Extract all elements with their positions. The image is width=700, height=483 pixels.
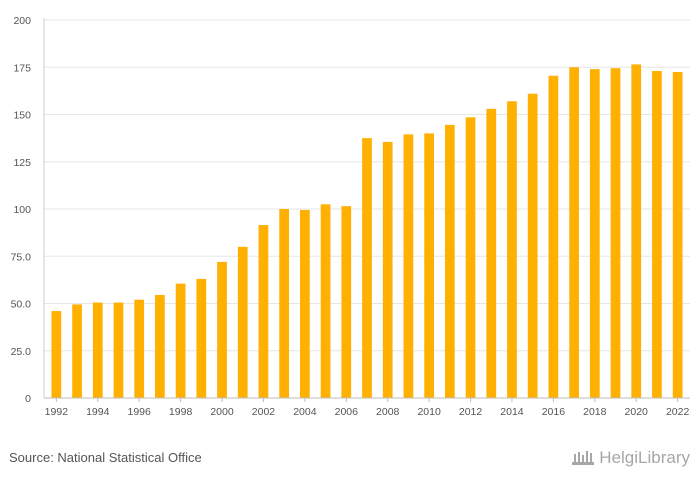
y-tick-label: 200	[13, 15, 31, 27]
x-tick-label: 2022	[666, 406, 690, 418]
bar	[113, 302, 124, 398]
bar	[134, 299, 145, 398]
bar	[155, 295, 165, 398]
bar	[465, 117, 476, 398]
bar	[589, 69, 600, 398]
bar	[175, 283, 186, 398]
bar	[382, 141, 393, 398]
x-tick-label: 2012	[459, 406, 483, 418]
source-note: Source: National Statistical Office	[9, 450, 202, 465]
axes	[43, 18, 690, 402]
y-tick-label: 75.0	[11, 251, 32, 263]
bar	[320, 204, 331, 398]
x-tick-label: 2018	[583, 406, 607, 418]
bar	[72, 304, 82, 398]
x-tick-label: 2020	[625, 406, 649, 418]
bar	[424, 133, 434, 398]
y-tick-label: 175	[13, 62, 31, 74]
x-tick-label: 2006	[335, 406, 359, 418]
x-tick-label: 2008	[376, 406, 400, 418]
bar	[403, 134, 414, 398]
bar	[92, 302, 103, 398]
bar	[279, 209, 290, 398]
bar	[444, 124, 455, 398]
bar	[362, 138, 372, 399]
bar	[610, 68, 621, 398]
x-tick-label: 1992	[45, 406, 69, 418]
bar	[51, 311, 62, 398]
bar	[258, 225, 269, 398]
bar	[569, 67, 579, 398]
bar	[486, 108, 497, 398]
bar	[631, 64, 642, 399]
bar	[217, 261, 227, 398]
bars	[51, 64, 683, 399]
y-tick-label: 50.0	[11, 299, 32, 311]
library-icon	[572, 451, 595, 465]
bar	[341, 206, 352, 398]
bar	[652, 71, 662, 398]
brand-logo: HelgiLibrary	[571, 448, 690, 468]
x-tick-label: 1996	[128, 406, 152, 418]
tick-labels: 0 25.0 50.0 75.0 100 125 150 175 200 1992 1994 1996…	[11, 15, 690, 418]
x-tick-label: 2004	[293, 406, 317, 418]
x-tick-label: 1998	[169, 406, 193, 418]
x-tick-label: 2000	[210, 406, 234, 418]
bar	[196, 278, 207, 398]
x-tick-label: 2016	[542, 406, 566, 418]
x-tick-label: 1994	[86, 406, 110, 418]
y-tick-label: 100	[13, 204, 31, 216]
bar	[507, 101, 517, 399]
y-tick-label: 150	[13, 110, 31, 122]
x-tick-label: 2010	[417, 406, 441, 418]
y-tick-label: 25.0	[11, 346, 32, 358]
bar	[548, 75, 559, 398]
bar	[672, 71, 683, 398]
bar	[527, 93, 538, 399]
y-tick-label: 0	[25, 393, 31, 405]
x-tick-label: 2014	[500, 406, 524, 418]
x-tick-label: 2002	[252, 406, 276, 418]
bar	[300, 209, 310, 398]
brand-text: HelgiLibrary	[599, 448, 690, 467]
bar	[237, 246, 248, 398]
y-tick-label: 125	[13, 157, 31, 169]
